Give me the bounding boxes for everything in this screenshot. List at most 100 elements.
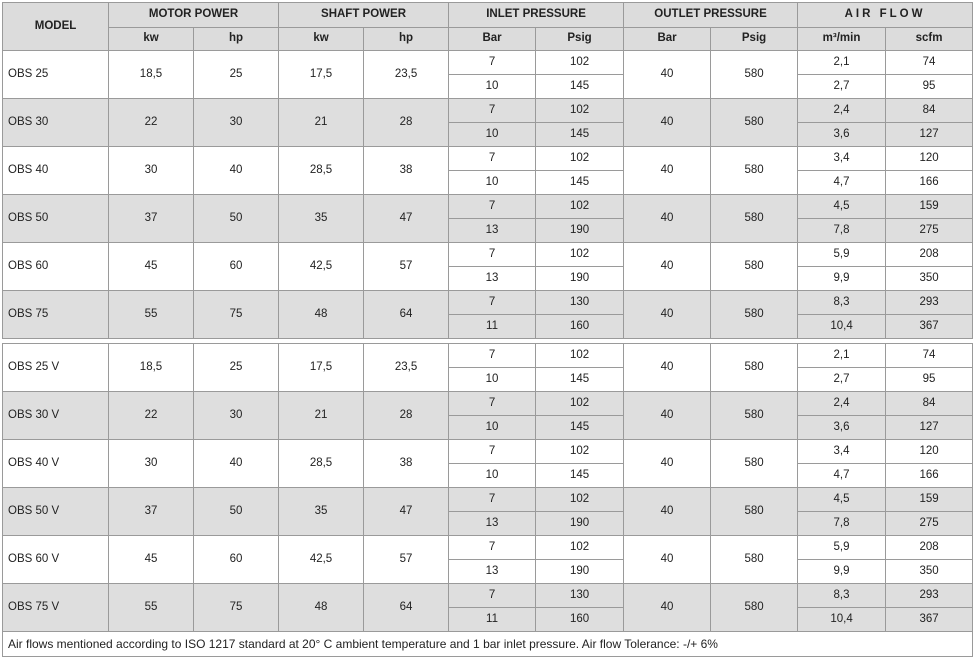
motor-kw-value: 55 [108,290,194,339]
flow-m3-value: 2,7 [797,367,887,392]
shaft-hp-value: 57 [363,242,450,291]
flow-m3-value: 9,9 [797,266,887,291]
flow-scfm-value: 120 [885,439,974,464]
table-header: MODEL MOTOR POWER SHAFT POWER INLET PRES… [2,2,974,51]
outlet-bar-value: 40 [623,487,712,536]
inlet-bar-value: 7 [448,98,537,123]
inlet-bar-value: 7 [448,194,537,219]
table-row: OBS 50 V 37 50 35 47 7 102 40 580 4,5 159 [2,487,974,536]
inlet-bar-value: 7 [448,242,537,267]
flow-scfm-value: 74 [885,50,974,75]
model-name: OBS 60 [2,242,109,291]
compressor-spec-table: MODEL MOTOR POWER SHAFT POWER INLET PRES… [1,2,974,657]
air-flow-header: AIR FLOW [797,2,974,28]
shaft-hp-value: 47 [363,194,450,243]
unit-header: Bar [448,27,537,51]
flow-scfm-value: 275 [885,511,974,536]
motor-kw-value: 18,5 [108,343,194,392]
flow-scfm-value: 127 [885,122,974,147]
unit-header: Psig [710,27,799,51]
inlet-psig-value: 102 [535,535,625,560]
flow-m3-value: 8,3 [797,583,887,608]
shaft-kw-value: 28,5 [278,146,365,195]
table-row: OBS 60 V 45 60 42,5 57 7 102 40 580 5,9 208 [2,535,974,584]
flow-scfm-value: 293 [885,583,974,608]
outlet-psig-value: 580 [710,439,799,488]
model-group: OBS 40 V 30 40 28,5 38 7 102 40 580 3,4 120 10 145 4,… [2,439,974,488]
inlet-psig-value: 102 [535,50,625,75]
outlet-bar-value: 40 [623,583,712,632]
flow-m3-value: 4,7 [797,463,887,488]
motor-kw-value: 55 [108,583,194,632]
outlet-bar-value: 40 [623,50,712,99]
table-row: OBS 40 V 30 40 28,5 38 7 102 40 580 3,4 120 [2,439,974,488]
flow-scfm-value: 74 [885,343,974,368]
flow-scfm-value: 84 [885,98,974,123]
table-row: 11 160 10,4 367 [3,314,974,339]
table-row: 10 145 3,6 127 [3,122,974,147]
flow-scfm-value: 350 [885,266,974,291]
flow-m3-value: 9,9 [797,559,887,584]
table-row: 10 145 4,7 166 [3,463,974,488]
inlet-bar-value: 7 [448,290,537,315]
model-name: OBS 30 [2,98,109,147]
unit-header: hp [363,27,450,51]
inlet-bar-value: 13 [448,266,537,291]
inlet-psig-value: 130 [535,290,625,315]
model-group: OBS 25 18,5 25 17,5 23,5 7 102 40 580 2,1 74 10 145 2… [2,50,974,99]
motor-hp-value: 25 [192,343,280,392]
shaft-kw-value: 21 [278,391,365,440]
motor-hp-value: 60 [192,535,280,584]
unit-header: m³/min [797,27,887,51]
inlet-bar-value: 13 [448,218,537,243]
flow-scfm-value: 159 [885,194,974,219]
motor-hp-value: 75 [192,290,280,339]
motor-kw-value: 45 [108,535,194,584]
table-row: OBS 25 18,5 25 17,5 23,5 7 102 40 580 2,1 74 [2,50,974,99]
table-row: 13 190 9,9 350 [3,266,974,291]
inlet-psig-value: 190 [535,218,625,243]
flow-scfm-value: 95 [885,74,974,99]
flow-m3-value: 4,5 [797,487,887,512]
outlet-psig-value: 580 [710,50,799,99]
table-row: OBS 75 V 55 75 48 64 7 130 40 580 8,3 293 [2,583,974,632]
flow-scfm-value: 84 [885,391,974,416]
inlet-bar-value: 7 [448,439,537,464]
inlet-psig-value: 145 [535,367,625,392]
flow-m3-value: 8,3 [797,290,887,315]
inlet-bar-value: 11 [448,314,537,339]
table-row: 11 160 10,4 367 [3,607,974,632]
shaft-kw-value: 17,5 [278,50,365,99]
motor-kw-value: 37 [108,487,194,536]
motor-hp-value: 50 [192,194,280,243]
flow-scfm-value: 95 [885,367,974,392]
flow-m3-value: 2,4 [797,98,887,123]
flow-m3-value: 2,4 [797,391,887,416]
inlet-psig-value: 190 [535,266,625,291]
flow-m3-value: 4,7 [797,170,887,195]
inlet-psig-value: 102 [535,343,625,368]
motor-hp-value: 60 [192,242,280,291]
inlet-psig-value: 102 [535,242,625,267]
shaft-hp-value: 38 [363,146,450,195]
outlet-bar-value: 40 [623,242,712,291]
model-name: OBS 75 [2,290,109,339]
flow-scfm-value: 208 [885,535,974,560]
outlet-psig-value: 580 [710,290,799,339]
shaft-kw-value: 21 [278,98,365,147]
shaft-hp-value: 47 [363,487,450,536]
table-row: 10 145 2,7 95 [3,367,974,392]
flow-m3-value: 10,4 [797,314,887,339]
shaft-hp-value: 57 [363,535,450,584]
table-row: 13 190 9,9 350 [3,559,974,584]
outlet-psig-value: 580 [710,194,799,243]
inlet-bar-value: 13 [448,511,537,536]
outlet-bar-value: 40 [623,535,712,584]
shaft-kw-value: 35 [278,194,365,243]
motor-hp-value: 40 [192,146,280,195]
inlet-bar-value: 11 [448,607,537,632]
table-row: OBS 60 45 60 42,5 57 7 102 40 580 5,9 208 [2,242,974,291]
model-group: OBS 60 45 60 42,5 57 7 102 40 580 5,9 208 13 190 9,9 3… [2,242,974,291]
shaft-hp-value: 64 [363,290,450,339]
motor-hp-value: 40 [192,439,280,488]
